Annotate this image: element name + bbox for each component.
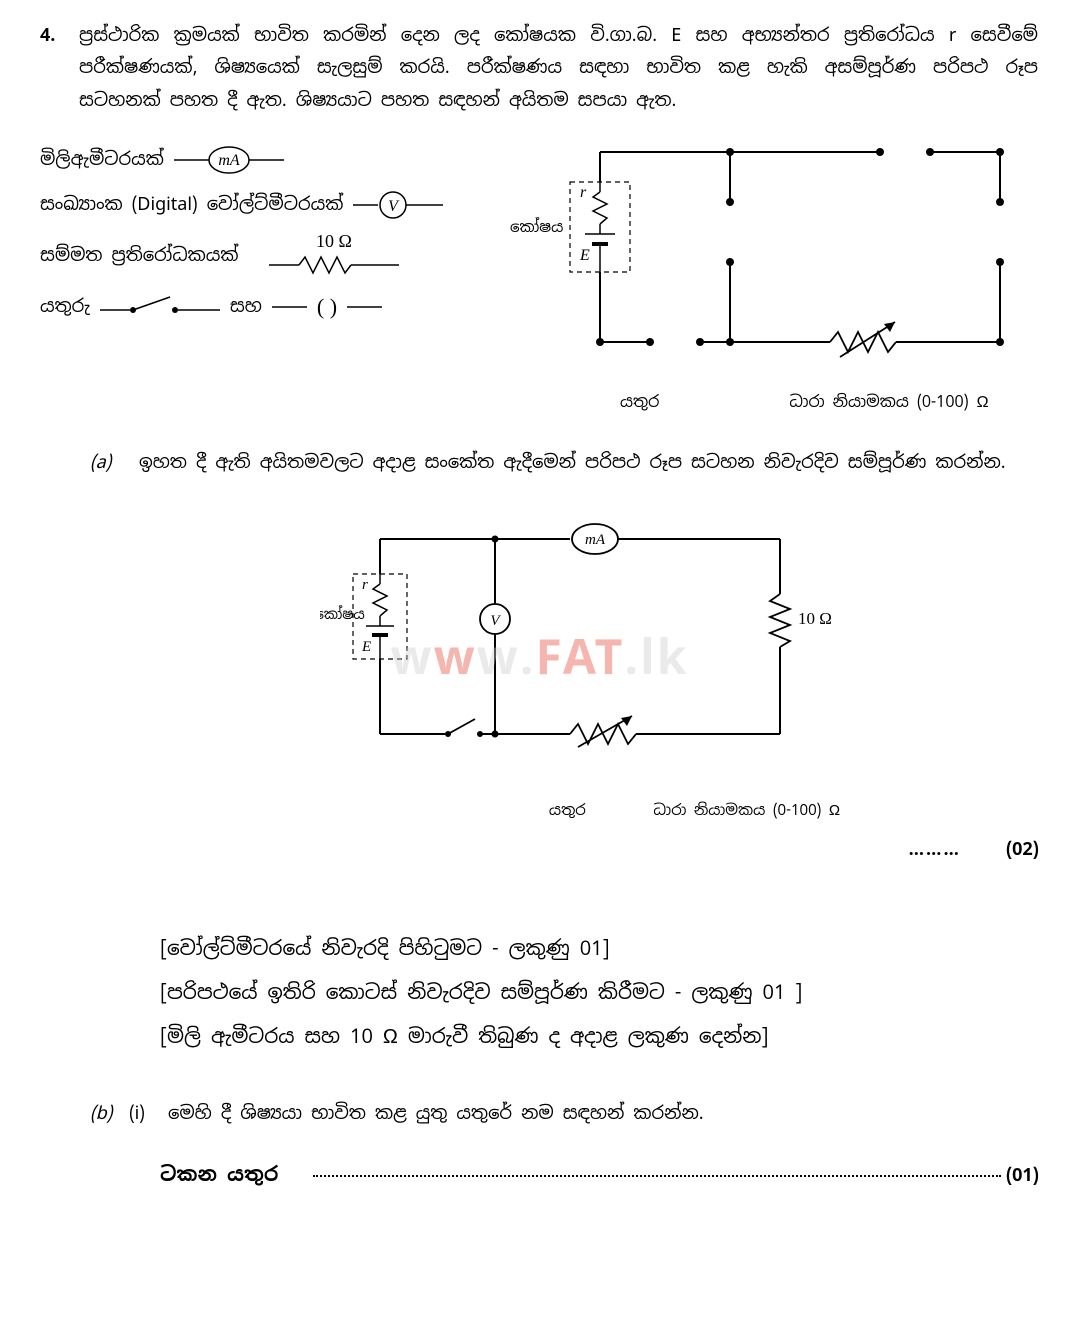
key-prefix: යතුරු: [40, 291, 90, 323]
circuit2-svg: mA r E V 10 Ω: [320, 519, 880, 779]
question-block: 4. ප්‍රස්ථාරික ක්‍රමයක් භාවිත කරමින් දෙන…: [40, 20, 1039, 117]
c1-rheostat-cap: ධාරා නියාමකය (0-100) Ω: [789, 388, 988, 417]
scheme-line1: [වෝල්ට්මීටරයේ නිවැරදි පිහිටුමට - ලකුණු 0…: [160, 926, 1039, 970]
resistor-value-text: 10 Ω: [316, 233, 352, 251]
given-and-circuit-row: මිලිඇමීටරයක් mA සංඛ්‍යාංක (Digital) වෝල්…: [40, 132, 1039, 417]
c2-key-cap: යතුර: [549, 797, 586, 824]
c2-mA: mA: [585, 532, 606, 548]
c1-r: r: [580, 184, 587, 201]
milliammeter-label: මිලිඇමීටරයක්: [40, 144, 164, 176]
scheme-line2: [පරිපථයේ ඉතිරි කොටස් නිවැරදිව සම්පූර්ණ ක…: [160, 970, 1039, 1014]
scheme-line3: [මිලි ඇමීටරය සහ 10 Ω මාරුවී තිබුණ ද අදාළ…: [160, 1014, 1039, 1058]
answer-b-line: ටකන යතුර (01): [160, 1156, 1039, 1192]
part-b: (b) (i) මෙහි දී ශිෂ්‍යයා භාවිත කළ යුතු ය…: [90, 1098, 1039, 1130]
part-b-roman: (i): [129, 1098, 159, 1130]
resistor-label: සම්මත ප්‍රතිරෝධකයක්: [40, 240, 239, 272]
given-milliammeter: මිලිඇමීටරයක් mA: [40, 144, 500, 176]
answer-b-marks: (01): [1006, 1160, 1039, 1192]
tap-key-symbol: ( ): [272, 292, 382, 322]
marks-a-row: ……… (02): [40, 834, 1039, 866]
c2-captions: යතුර ධාරා නියාමකය (0-100) Ω: [160, 797, 1039, 824]
resistor-symbol: 10 Ω: [249, 233, 419, 279]
c2-r: r: [362, 577, 368, 593]
circuit1-captions: යතුර ධාරා නියාමකය (0-100) Ω: [500, 388, 1039, 417]
given-resistor: සම්මත ප්‍රතිරෝධකයක් 10 Ω: [40, 233, 500, 279]
part-b-label: (b): [90, 1098, 120, 1130]
key-mid: සහ: [230, 291, 262, 323]
voltmeter-label: සංඛ්‍යාංක (Digital) වෝල්ට්මීටරයක්: [40, 189, 343, 221]
part-a-text: ඉහත දී ඇති අයිතමවලට අදාළ සංකේත ඇදීමෙන් ප…: [139, 447, 1038, 479]
question-number: 4.: [40, 20, 70, 52]
c2-cell-label: කෝෂය: [320, 605, 365, 624]
part-a-label: (a): [90, 447, 130, 479]
svg-text:( ): ( ): [317, 294, 337, 319]
marks-a-value: (02): [1006, 838, 1039, 861]
given-voltmeter: සංඛ්‍යාංක (Digital) වෝල්ට්මීටරයක් V: [40, 189, 500, 221]
c2-rheostat-cap: ධාරා නියාමකය (0-100) Ω: [653, 797, 840, 824]
marks-a-dots: ………: [909, 838, 961, 861]
c1-cell-label: කෝෂය: [510, 217, 563, 237]
c2-R: 10 Ω: [798, 609, 832, 628]
given-keys: යතුරු සහ ( ): [40, 291, 500, 323]
marking-scheme: [වෝල්ට්මීටරයේ නිවැරදි පිහිටුමට - ලකුණු 0…: [160, 926, 1039, 1058]
c1-key-cap: යතුර: [620, 388, 659, 417]
voltmeter-symbol: V: [353, 190, 443, 220]
mA-text: mA: [218, 152, 240, 169]
answer-b-dots: [313, 1175, 1001, 1177]
V-text: V: [388, 198, 400, 215]
answer-circuit-block: www.FAT.lk mA r E V 10 Ω: [40, 519, 1039, 866]
answer-b-text: ටකන යතුර: [160, 1156, 278, 1192]
milliammeter-symbol: mA: [174, 145, 284, 175]
knife-switch-symbol: [100, 292, 220, 322]
given-items-list: මිලිඇමීටරයක් mA සංඛ්‍යාංක (Digital) වෝල්…: [40, 132, 500, 417]
incomplete-circuit: r E කෝෂය: [500, 132, 1039, 417]
question-text: ප්‍රස්ථාරික ක්‍රමයක් භාවිත කරමින් දෙන ලද…: [79, 20, 1038, 117]
part-a: (a) ඉහත දී ඇති අයිතමවලට අදාළ සංකේත ඇදීමෙ…: [90, 447, 1039, 479]
part-b-text: මෙහි දී ශිෂ්‍යයා භාවිත කළ යුතු යතුරේ නම …: [168, 1102, 704, 1125]
c2-E: E: [361, 639, 371, 655]
c1-E: E: [579, 247, 590, 264]
circuit1-svg: r E කෝෂය: [500, 132, 1020, 382]
